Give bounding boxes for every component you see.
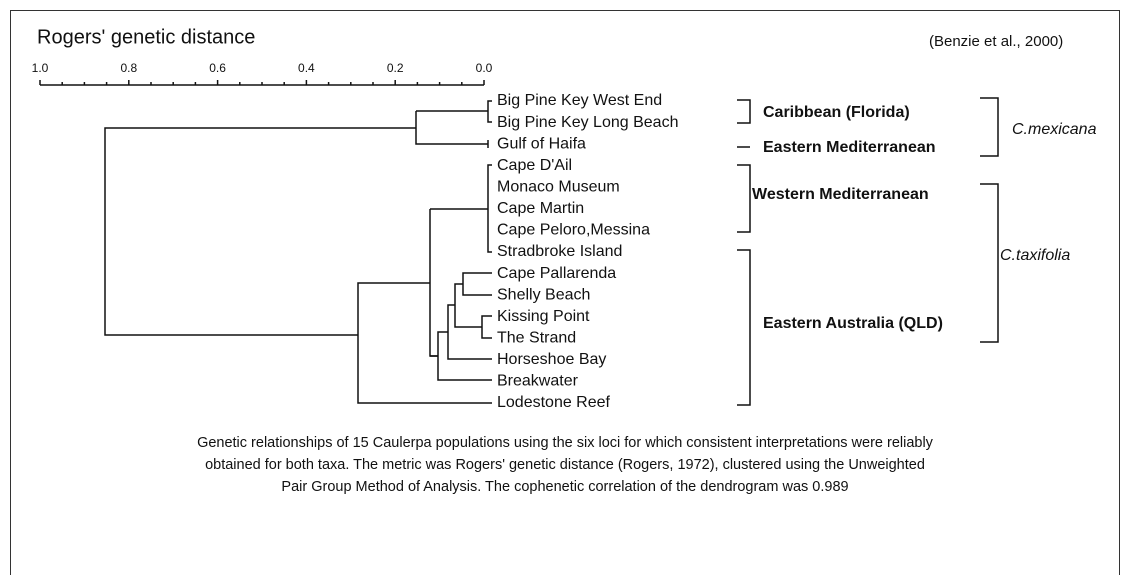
leaf-label: Cape Pallarenda	[497, 265, 616, 282]
axis-tick-label: 0.0	[476, 61, 493, 75]
axis-tick-label: 0.4	[298, 61, 315, 75]
bracket	[737, 99, 751, 124]
leaf-labels: Big Pine Key West End Big Pine Key Long B…	[497, 92, 678, 411]
citation: (Benzie et al., 2000)	[929, 33, 1063, 50]
leaf-label: Horseshoe Bay	[497, 351, 606, 368]
leaf-label: Monaco Museum	[497, 178, 620, 195]
axis-tick-label: 1.0	[32, 61, 49, 75]
leaf-label: Stradbroke Island	[497, 243, 622, 260]
dendrogram	[104, 100, 492, 404]
leaf-label: Big Pine Key West End	[497, 92, 662, 109]
branch	[104, 100, 492, 336]
bracket	[737, 249, 751, 406]
caption-line: Genetic relationships of 15 Caulerpa pop…	[197, 435, 934, 451]
branch	[357, 272, 492, 404]
species-label: C.taxifolia	[1000, 247, 1070, 264]
caption-line: obtained for both taxa. The metric was R…	[205, 457, 925, 473]
group-label: Eastern Australia (QLD)	[763, 315, 943, 332]
species-label: C.mexicana	[1012, 121, 1097, 138]
title: Rogers' genetic distance	[37, 26, 255, 48]
group-brackets	[737, 97, 999, 406]
leaf-label: Big Pine Key Long Beach	[497, 114, 678, 131]
leaf-label: Cape D'Ail	[497, 157, 572, 174]
leaf-label: Shelly Beach	[497, 286, 590, 303]
group-label: Eastern Mediterranean	[763, 139, 936, 156]
bracket	[980, 97, 999, 157]
leaf-label: Kissing Point	[497, 308, 590, 325]
leaf-label: Gulf of Haifa	[497, 135, 586, 152]
frame	[10, 10, 1120, 580]
axis-tick-label: 0.2	[387, 61, 404, 75]
leaf-label: Breakwater	[497, 373, 579, 390]
axis: 1.0 0.8 0.6 0.4 0.2 0.0	[32, 61, 493, 86]
axis-tick-label: 0.6	[209, 61, 226, 75]
leaf-label: Cape Peloro,Messina	[497, 222, 650, 239]
axis-tick-label: 0.8	[120, 61, 137, 75]
group-label: Western Mediterranean	[752, 186, 929, 203]
group-label: Caribbean (Florida)	[763, 104, 910, 121]
leaf-label: The Strand	[497, 329, 576, 346]
leaf-label: Lodestone Reef	[497, 394, 611, 411]
bracket	[980, 183, 999, 343]
bracket	[737, 164, 751, 233]
leaf-label: Cape Martin	[497, 200, 584, 217]
caption-line: Pair Group Method of Analysis. The cophe…	[281, 479, 848, 495]
